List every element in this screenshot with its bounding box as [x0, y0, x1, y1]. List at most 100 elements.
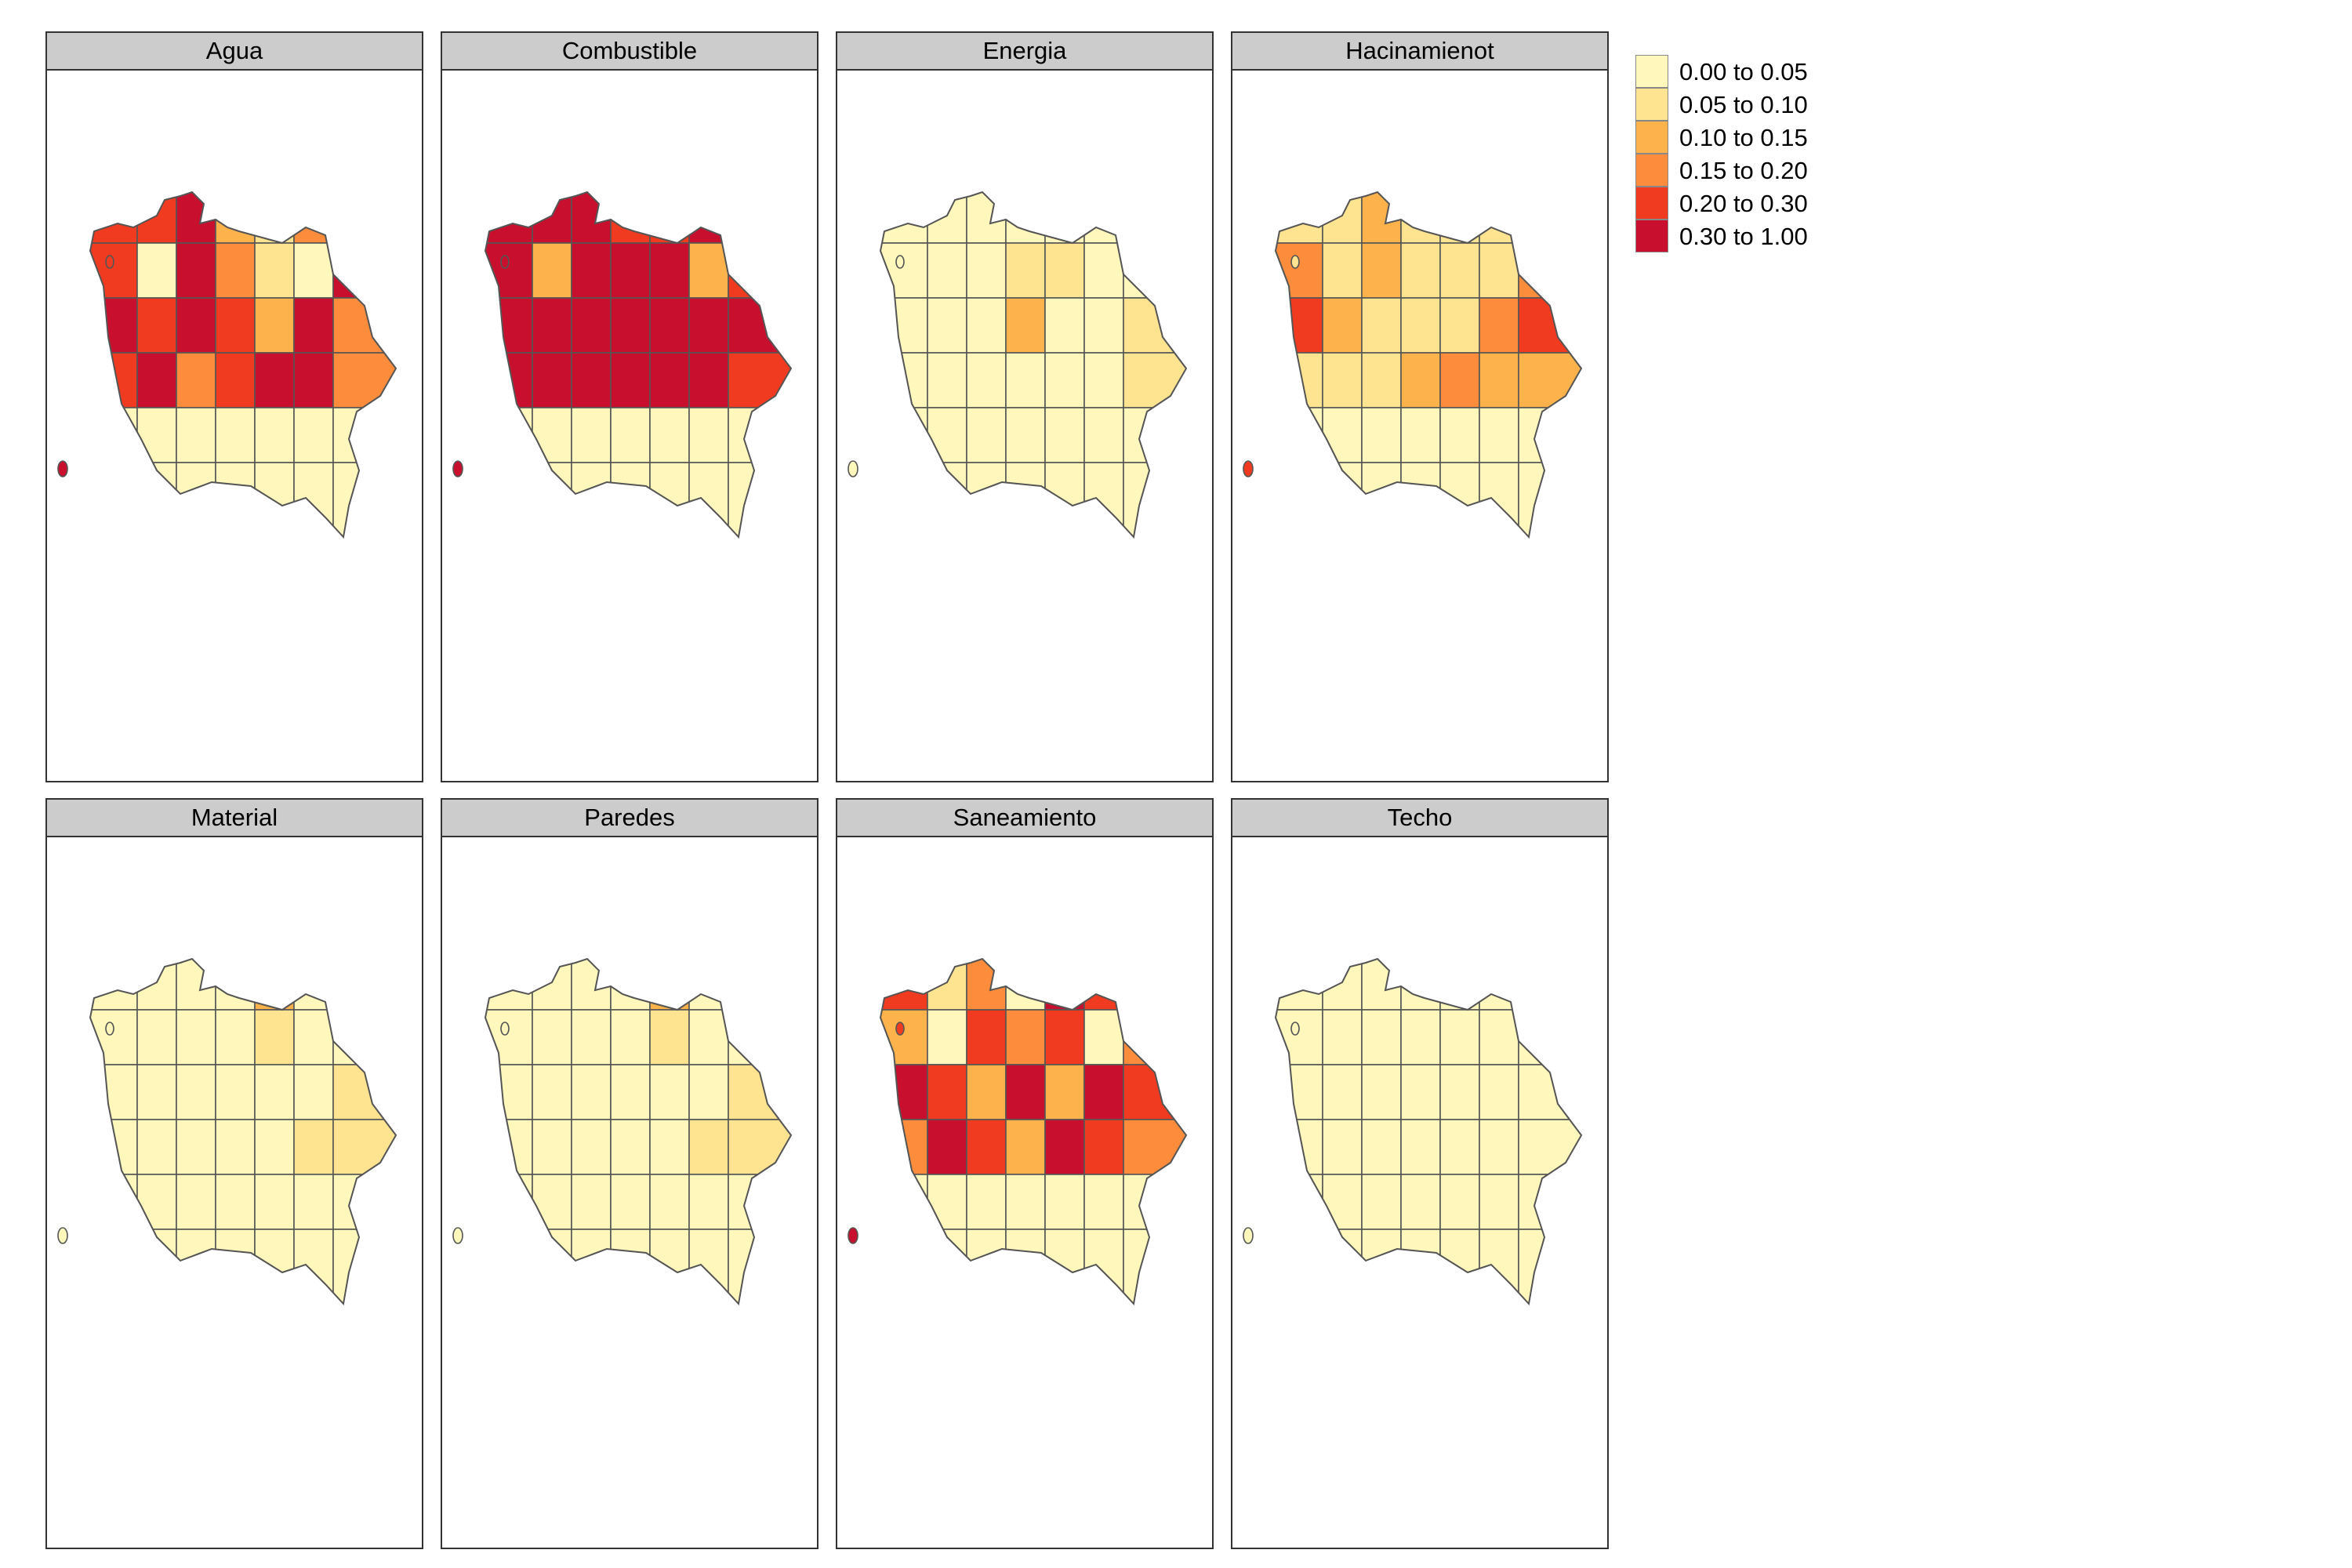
comuna-polygon: [927, 1009, 967, 1065]
comuna-polygon: [1044, 959, 1085, 1011]
comuna-polygon: [136, 1119, 177, 1175]
legend-label: 0.15 to 0.20: [1679, 157, 1808, 184]
comuna-polygon: [532, 242, 572, 299]
comuna-polygon: [1123, 959, 1186, 1011]
comuna-polygon: [136, 407, 177, 463]
island-polygon: [57, 460, 68, 477]
choropleth-map: [452, 957, 793, 1306]
comuna-polygon: [485, 462, 533, 537]
comuna-polygon: [1361, 1174, 1402, 1230]
comuna-polygon: [176, 462, 216, 537]
comuna-polygon: [728, 407, 791, 463]
comuna-polygon: [1044, 1229, 1085, 1304]
comuna-polygon: [90, 1064, 138, 1120]
comuna-polygon: [688, 1229, 729, 1304]
legend-item: 0.00 to 0.05: [1635, 55, 1886, 88]
comunas-layer: [90, 192, 396, 537]
comuna-polygon: [136, 352, 177, 408]
choropleth-map: [848, 191, 1188, 539]
comuna-polygon: [1518, 242, 1581, 299]
comuna-polygon: [1400, 1174, 1441, 1230]
comuna-polygon: [610, 462, 651, 537]
comuna-polygon: [1276, 1064, 1323, 1120]
comuna-polygon: [880, 1229, 928, 1304]
comuna-polygon: [1005, 462, 1046, 537]
comuna-polygon: [927, 1174, 967, 1230]
comunas-layer: [1276, 959, 1581, 1304]
comuna-polygon: [136, 1229, 177, 1304]
comuna-polygon: [610, 297, 651, 354]
comuna-polygon: [927, 1229, 967, 1304]
comuna-polygon: [728, 192, 791, 244]
comuna-polygon: [571, 1119, 612, 1175]
panel-title: Techo: [1231, 798, 1609, 837]
comuna-polygon: [571, 297, 612, 354]
comuna-polygon: [1276, 462, 1323, 537]
comuna-polygon: [176, 407, 216, 463]
comuna-polygon: [688, 1009, 729, 1065]
comuna-polygon: [1322, 297, 1363, 354]
comuna-polygon: [1005, 352, 1046, 408]
comuna-polygon: [1518, 462, 1581, 537]
comunas-layer: [1276, 192, 1581, 537]
comuna-polygon: [532, 352, 572, 408]
comuna-polygon: [649, 192, 690, 244]
comuna-polygon: [1276, 242, 1323, 299]
comuna-polygon: [90, 462, 138, 537]
panel-title: Energia: [836, 31, 1214, 71]
comuna-polygon: [332, 1009, 396, 1065]
legend-label: 0.05 to 0.10: [1679, 91, 1808, 118]
comuna-polygon: [688, 297, 729, 354]
comuna-polygon: [90, 1229, 138, 1304]
comuna-polygon: [1123, 462, 1186, 537]
comuna-polygon: [215, 352, 256, 408]
comuna-polygon: [1361, 1009, 1402, 1065]
comuna-polygon: [688, 407, 729, 463]
comuna-polygon: [1361, 407, 1402, 463]
comuna-polygon: [1322, 407, 1363, 463]
comuna-polygon: [1361, 352, 1402, 408]
comuna-polygon: [90, 1119, 138, 1175]
comuna-polygon: [728, 1009, 791, 1065]
island-polygon: [500, 1022, 510, 1036]
comuna-polygon: [966, 352, 1007, 408]
comuna-polygon: [254, 1009, 295, 1065]
comuna-polygon: [1276, 352, 1323, 408]
island-polygon: [848, 460, 858, 477]
comuna-polygon: [1276, 297, 1323, 354]
comuna-polygon: [649, 407, 690, 463]
comuna-polygon: [254, 242, 295, 299]
comuna-polygon: [1083, 462, 1124, 537]
comuna-polygon: [649, 1064, 690, 1120]
comuna-polygon: [293, 297, 334, 354]
comuna-polygon: [1439, 192, 1480, 244]
comuna-polygon: [1044, 1119, 1085, 1175]
comuna-polygon: [1518, 1064, 1581, 1120]
region-outline: [484, 957, 793, 1306]
comuna-polygon: [1083, 192, 1124, 244]
comuna-polygon: [1005, 1064, 1046, 1120]
comuna-polygon: [1439, 1229, 1480, 1304]
comuna-polygon: [1439, 1119, 1480, 1175]
comuna-polygon: [1005, 242, 1046, 299]
comuna-polygon: [649, 959, 690, 1011]
comuna-polygon: [610, 407, 651, 463]
comuna-polygon: [293, 1064, 334, 1120]
comuna-polygon: [485, 242, 533, 299]
comuna-polygon: [1479, 407, 1519, 463]
comuna-polygon: [532, 1119, 572, 1175]
legend-label: 0.10 to 0.15: [1679, 124, 1808, 151]
comuna-polygon: [1044, 352, 1085, 408]
island-polygon: [105, 255, 114, 269]
comuna-polygon: [332, 462, 396, 537]
comuna-polygon: [176, 1229, 216, 1304]
map-area: [836, 836, 1214, 1549]
island-polygon: [1290, 255, 1300, 269]
comuna-polygon: [532, 1174, 572, 1230]
island-polygon: [105, 1022, 114, 1036]
comuna-polygon: [1123, 192, 1186, 244]
comunas-layer: [485, 959, 791, 1304]
comuna-polygon: [1322, 352, 1363, 408]
comuna-polygon: [1044, 192, 1085, 244]
comuna-polygon: [136, 462, 177, 537]
